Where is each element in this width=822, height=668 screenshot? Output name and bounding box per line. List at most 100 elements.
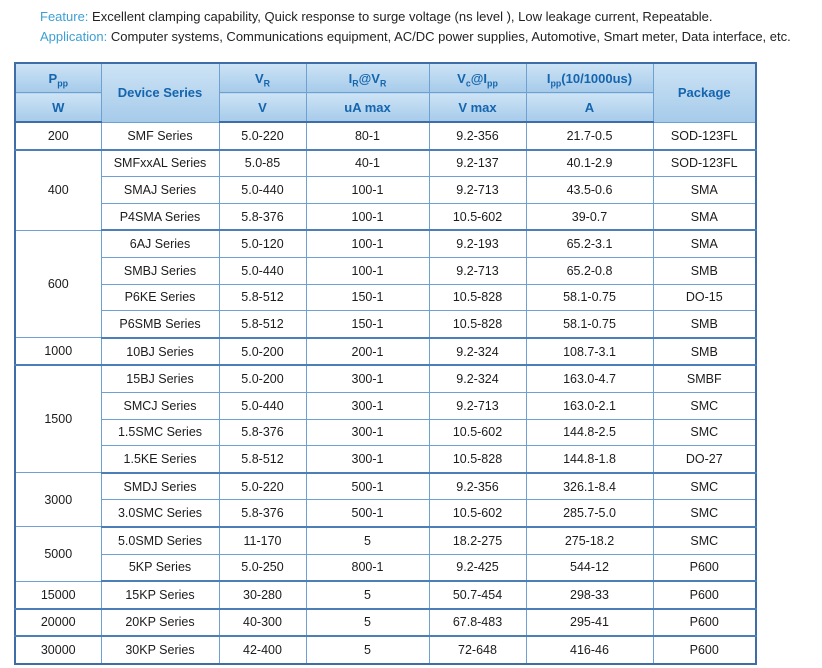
package-cell: P600	[652, 608, 757, 638]
table-row: 5000 5.0SMD Series 11-170 5 18.2-275 275…	[14, 526, 757, 582]
ipp-cell: 65.2-0.8	[525, 256, 654, 285]
vc-cell: 67.8-483	[428, 608, 527, 638]
header-row-units: W V uA max V max A	[14, 92, 756, 123]
ipp-cell: 21.7-0.5	[525, 121, 654, 151]
ir-cell: 300-1	[305, 418, 430, 447]
vr-cell: 42-400	[218, 635, 307, 665]
ir-cell: 200-1	[305, 337, 430, 367]
ipp-cell: 65.2-3.1	[525, 229, 654, 258]
package-cell: SMA	[652, 229, 757, 258]
package-cell: SMB	[652, 337, 757, 367]
table-row: 30000 30KP Series 42-400 5 72-648 416-46…	[14, 635, 757, 665]
ipp-cell: 144.8-1.8	[525, 445, 654, 474]
vr-cell: 5.8-376	[218, 499, 307, 528]
package-cell: P600	[652, 580, 757, 610]
device-cell: 1.5SMC Series	[100, 418, 220, 447]
vc-cell: 10.5-602	[428, 202, 527, 232]
device-cell: 6AJ Series	[100, 229, 220, 258]
ir-cell: 500-1	[305, 472, 430, 501]
vc-cell: 9.2-324	[428, 337, 527, 367]
power-cell: 30000	[14, 635, 102, 665]
device-cell: 10BJ Series	[100, 337, 220, 367]
table-row: P6SMB Series 5.8-512 150-1 10.5-828 58.1…	[15, 310, 757, 339]
table-row: 200 SMF Series 5.0-220 80-1 9.2-356 21.7…	[14, 121, 757, 151]
vr-cell: 5.8-376	[218, 418, 307, 447]
ir-cell: 150-1	[305, 310, 430, 339]
device-cell: 5KP Series	[100, 553, 220, 583]
vr-cell: 5.8-512	[218, 445, 307, 474]
col-header-package: Package	[652, 62, 757, 123]
table-row: 3000 SMDJ Series 5.0-220 500-1 9.2-356 3…	[14, 472, 757, 528]
vc-cell: 9.2-356	[428, 121, 527, 151]
table-row: SMBJ Series 5.0-440 100-1 9.2-713 65.2-0…	[15, 256, 757, 285]
table-row: 5KP Series 5.0-250 800-1 9.2-425 544-12 …	[15, 553, 757, 583]
device-cell: SMBJ Series	[100, 256, 220, 285]
package-cell: SMBF	[652, 364, 757, 393]
table-row: 3.0SMC Series 5.8-376 500-1 10.5-602 285…	[15, 499, 757, 528]
feature-label: Feature:	[40, 9, 89, 24]
unit-header-w: W	[14, 92, 102, 123]
package-cell: SMB	[652, 310, 757, 339]
vr-cell: 5.0-440	[218, 256, 307, 285]
device-cell: P6KE Series	[100, 283, 220, 312]
package-cell: SMA	[652, 176, 757, 204]
package-cell: DO-27	[652, 445, 757, 474]
vr-cell: 5.8-512	[218, 310, 307, 339]
ipp-cell: 39-0.7	[525, 202, 654, 232]
ipp-cell: 295-41	[525, 608, 654, 638]
ipp-cell: 58.1-0.75	[525, 283, 654, 312]
table-row: 1.5KE Series 5.8-512 300-1 10.5-828 144.…	[15, 445, 757, 474]
col-header-ppp: Ppp	[14, 62, 102, 93]
vc-cell: 10.5-602	[428, 418, 527, 447]
device-cell: SMCJ Series	[100, 391, 220, 420]
ipp-cell: 58.1-0.75	[525, 310, 654, 339]
vr-cell: 11-170	[218, 526, 307, 555]
package-cell: SMC	[652, 391, 757, 420]
package-cell: SMC	[652, 526, 757, 555]
package-cell: SOD-123FL	[652, 149, 757, 178]
power-cell: 1500	[14, 364, 102, 474]
vc-cell: 10.5-828	[428, 445, 527, 474]
package-cell: DO-15	[652, 283, 757, 312]
application-text: Computer systems, Communications equipme…	[110, 29, 791, 44]
unit-header-a: A	[525, 92, 654, 123]
ir-cell: 150-1	[305, 283, 430, 312]
table-row: P4SMA Series 5.8-376 100-1 10.5-602 39-0…	[15, 202, 757, 232]
power-cell: 200	[14, 121, 102, 151]
power-cell: 400	[14, 149, 102, 231]
device-cell: SMF Series	[100, 121, 220, 151]
vr-cell: 5.8-512	[218, 283, 307, 312]
table-row: 20000 20KP Series 40-300 5 67.8-483 295-…	[14, 608, 757, 638]
device-cell: P6SMB Series	[100, 310, 220, 339]
ir-cell: 300-1	[305, 391, 430, 420]
spec-table-container: Ppp Device Series VR IR@VR Vc@Ipp Ipp(10…	[14, 62, 822, 665]
vr-cell: 5.0-220	[218, 121, 307, 151]
ipp-cell: 298-33	[525, 580, 654, 610]
header-row-top: Ppp Device Series VR IR@VR Vc@Ipp Ipp(10…	[14, 62, 757, 123]
table-row: SMCJ Series 5.0-440 300-1 9.2-713 163.0-…	[15, 391, 757, 420]
vr-cell: 5.8-376	[218, 202, 307, 232]
ipp-cell: 43.5-0.6	[525, 176, 654, 204]
ir-cell: 100-1	[305, 229, 430, 258]
tvs-selection-table: Ppp Device Series VR IR@VR Vc@Ipp Ipp(10…	[14, 62, 757, 665]
vc-cell: 9.2-713	[428, 256, 527, 285]
table-row: 15000 15KP Series 30-280 5 50.7-454 298-…	[14, 580, 757, 610]
device-cell: SMAJ Series	[100, 176, 220, 204]
vr-cell: 5.0-440	[218, 391, 307, 420]
ir-cell: 40-1	[305, 149, 430, 178]
feature-line: Feature: Excellent clamping capability, …	[40, 7, 822, 27]
power-cell: 3000	[14, 472, 102, 528]
vc-cell: 9.2-193	[428, 229, 527, 258]
table-row: 1500 15BJ Series 5.0-200 300-1 9.2-324 1…	[14, 364, 757, 474]
intro-text: Feature: Excellent clamping capability, …	[0, 0, 822, 47]
ir-cell: 100-1	[305, 202, 430, 232]
table-row: 400 SMFxxAL Series 5.0-85 40-1 9.2-137 4…	[14, 149, 757, 231]
power-cell: 20000	[14, 608, 102, 638]
package-cell: SMC	[652, 499, 757, 528]
unit-header-v-max: V max	[428, 92, 527, 123]
table-row: 600 6AJ Series 5.0-120 100-1 9.2-193 65.…	[14, 229, 757, 339]
ir-cell: 800-1	[305, 553, 430, 583]
vc-cell: 18.2-275	[428, 526, 527, 555]
ir-cell: 500-1	[305, 499, 430, 528]
table-row: 1.5SMC Series 5.8-376 300-1 10.5-602 144…	[15, 418, 757, 447]
